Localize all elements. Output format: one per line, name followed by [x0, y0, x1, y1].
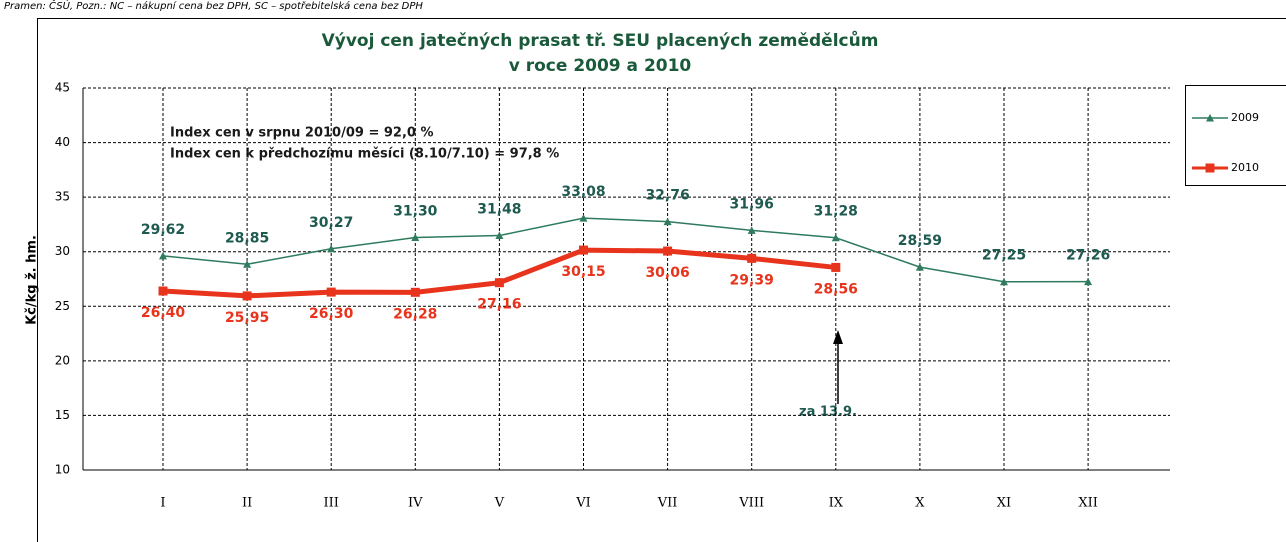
legend-label: 2010	[1231, 161, 1259, 174]
marker	[915, 263, 924, 271]
marker	[1084, 277, 1093, 286]
chart-frame	[37, 18, 1286, 542]
data-label: 31,48	[477, 202, 521, 218]
x-tick-label: VII	[657, 496, 678, 511]
data-label: 31,96	[730, 196, 774, 212]
marker	[663, 246, 673, 256]
x-tick-label: IX	[829, 496, 844, 511]
x-tick-label: III	[323, 496, 338, 511]
marker	[747, 253, 757, 263]
data-label: 29,39	[730, 272, 774, 288]
chart-subtitle: v roce 2009 a 2010	[509, 56, 692, 76]
x-tick-label: XI	[997, 496, 1011, 511]
data-label: 30,06	[645, 265, 689, 281]
marker	[663, 217, 672, 226]
annotation: Index cen v srpnu 2010/09 = 92,0 %	[170, 126, 434, 141]
marker	[747, 226, 756, 234]
data-label: 26,40	[141, 305, 186, 321]
data-label: 26,28	[393, 306, 437, 322]
data-label: 28,85	[225, 230, 269, 246]
data-label: 32,76	[645, 188, 689, 204]
series-line	[162, 217, 1089, 283]
marker	[411, 233, 420, 242]
data-label: 25,95	[225, 310, 269, 326]
annotation: Index cen k předchozímu měsíci (8.10/7.1…	[170, 147, 559, 162]
marker	[495, 231, 504, 240]
data-label: 30,15	[561, 264, 605, 280]
data-label: 27,26	[1066, 248, 1110, 264]
y-tick-label: 10	[55, 463, 70, 477]
data-label: 31,28	[814, 204, 858, 220]
marker	[579, 245, 588, 255]
marker	[243, 260, 252, 268]
x-tick-label: X	[915, 496, 925, 511]
marker	[326, 287, 336, 297]
marker	[831, 233, 840, 242]
y-tick-label: 20	[55, 353, 70, 367]
y-tick-label: 30	[55, 244, 70, 258]
y-tick-label: 15	[55, 408, 70, 422]
marker	[1000, 277, 1008, 286]
marker	[494, 278, 504, 288]
y-tick-label: 35	[55, 190, 70, 204]
chart-title: Vývoj cen jatečných prasat tř. SEU place…	[322, 29, 879, 51]
x-tick-label: VIII	[738, 496, 764, 511]
marker	[410, 287, 420, 297]
y-tick-label: 45	[55, 81, 70, 95]
marker	[327, 244, 336, 253]
marker	[159, 251, 167, 260]
marker	[158, 286, 168, 296]
x-tick-label: VI	[575, 496, 591, 511]
y-axis-label: Kč/kg ž. hm.	[25, 235, 40, 325]
y-tick-label: 25	[55, 299, 70, 313]
data-label: 28,59	[898, 233, 942, 249]
x-tick-label: XII	[1078, 496, 1098, 511]
x-tick-label: V	[494, 496, 505, 511]
legend-label: 2009	[1231, 111, 1259, 124]
annotation: za 13.9.	[799, 405, 857, 420]
data-label: 27,16	[477, 297, 521, 313]
data-label: 28,56	[814, 281, 858, 297]
marker	[1206, 114, 1214, 122]
marker	[831, 262, 841, 272]
data-label: 27,25	[982, 248, 1026, 264]
marker	[242, 291, 252, 301]
y-tick-label: 40	[55, 135, 70, 149]
x-tick-label: II	[242, 496, 252, 511]
source-note: Pramen: ČSÚ, Pozn.: NC – nákupní cena be…	[4, 0, 423, 12]
marker	[1205, 163, 1215, 173]
data-label: 29,62	[141, 222, 185, 238]
x-tick-label: I	[160, 496, 165, 511]
marker	[579, 214, 588, 222]
data-label: 31,30	[393, 204, 438, 220]
x-tick-label: IV	[408, 496, 423, 511]
data-label: 26,30	[309, 306, 354, 322]
data-label: 30,27	[309, 215, 353, 231]
data-label: 33,08	[561, 184, 605, 200]
